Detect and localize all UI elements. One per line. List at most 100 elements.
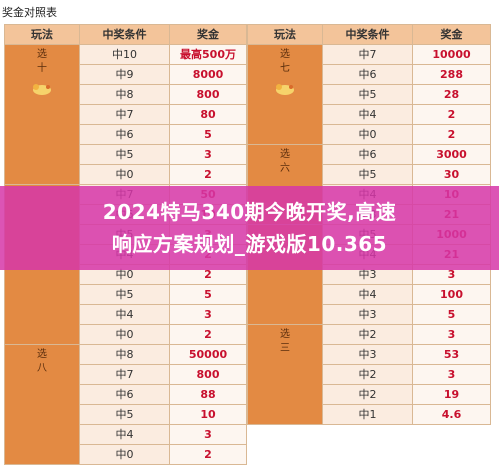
condition-cell: 中6 bbox=[322, 144, 413, 165]
page-title: 奖金对照表 bbox=[2, 6, 57, 19]
play-label: 选 三 bbox=[280, 329, 290, 354]
prize-cell: 800 bbox=[169, 364, 247, 385]
header-condition: 中奖条件 bbox=[79, 24, 170, 45]
condition-cell: 中6 bbox=[79, 124, 170, 145]
table-row: 中4 3 bbox=[5, 424, 247, 445]
table-row: 中0 2 bbox=[5, 444, 247, 465]
condition-cell: 中9 bbox=[79, 64, 170, 85]
prize-cell: 2 bbox=[412, 124, 491, 145]
play-label: 选 八 bbox=[37, 349, 47, 374]
prize-cell: 3 bbox=[169, 304, 247, 325]
condition-cell: 中5 bbox=[322, 84, 413, 105]
prize-cell: 3 bbox=[169, 144, 247, 165]
table-row: 中0 2 bbox=[248, 124, 491, 145]
prize-cell: 10000 bbox=[412, 44, 491, 65]
table-row: 中8 800 bbox=[5, 84, 247, 105]
table-row: 中9 8000 bbox=[5, 64, 247, 85]
play-cell: 选 八 bbox=[4, 344, 80, 465]
lucky-animal-icon bbox=[274, 82, 296, 96]
header-prize: 奖金 bbox=[169, 24, 247, 45]
prize-cell: 80 bbox=[169, 104, 247, 125]
condition-cell: 中7 bbox=[322, 44, 413, 65]
prize-cell: 8000 bbox=[169, 64, 247, 85]
condition-cell: 中6 bbox=[79, 384, 170, 405]
header-prize: 奖金 bbox=[412, 24, 491, 45]
play-label: 选 十 bbox=[37, 49, 47, 74]
prize-cell: 800 bbox=[169, 84, 247, 105]
prize-cell: 50000 bbox=[169, 344, 247, 365]
condition-cell: 中7 bbox=[79, 364, 170, 385]
header-play: 玩法 bbox=[247, 24, 323, 45]
prize-cell: 3 bbox=[412, 364, 491, 385]
prize-cell: 288 bbox=[412, 64, 491, 85]
table-row: 中5 5 bbox=[5, 284, 247, 305]
condition-cell: 中5 bbox=[322, 164, 413, 185]
condition-cell: 中4 bbox=[79, 304, 170, 325]
prize-cell: 53 bbox=[412, 344, 491, 365]
prize-cell: 5 bbox=[169, 124, 247, 145]
table-row: 选 八 中8 50000 bbox=[4, 344, 247, 465]
table-row: 中5 28 bbox=[248, 84, 491, 105]
table-row: 选 七 中7 10000 bbox=[247, 44, 491, 145]
table-row: 中0 2 bbox=[5, 164, 247, 185]
condition-cell: 中8 bbox=[79, 84, 170, 105]
play-cell: 选 十 bbox=[4, 44, 80, 185]
condition-cell: 中2 bbox=[322, 324, 413, 345]
prize-cell: 2 bbox=[412, 104, 491, 125]
overlay-banner: 2024特马340期今晚开奖,高速 响应方案规划_游戏版10.365 bbox=[0, 186, 499, 270]
condition-cell: 中4 bbox=[79, 424, 170, 445]
condition-cell: 中10 bbox=[79, 44, 170, 65]
table-row: 中5 30 bbox=[248, 164, 491, 185]
prize-cell: 4.6 bbox=[412, 404, 491, 425]
prize-cell: 5 bbox=[169, 284, 247, 305]
prize-cell: 2 bbox=[169, 164, 247, 185]
prize-cell: 2 bbox=[169, 444, 247, 465]
prize-cell: 3 bbox=[169, 424, 247, 445]
play-cell: 选 三 bbox=[247, 324, 323, 425]
prize-cell: 最高500万 bbox=[169, 44, 247, 65]
banner-line-1: 2024特马340期今晚开奖,高速 bbox=[102, 200, 397, 224]
prize-cell: 30 bbox=[412, 164, 491, 185]
condition-cell: 中5 bbox=[79, 144, 170, 165]
condition-cell: 中8 bbox=[79, 344, 170, 365]
condition-cell: 中0 bbox=[79, 164, 170, 185]
condition-cell: 中7 bbox=[79, 104, 170, 125]
prize-cell: 10 bbox=[169, 404, 247, 425]
condition-cell: 中1 bbox=[322, 404, 413, 425]
condition-cell: 中4 bbox=[322, 284, 413, 305]
prize-cell: 28 bbox=[412, 84, 491, 105]
header-condition: 中奖条件 bbox=[322, 24, 413, 45]
table-row: 中4 3 bbox=[5, 304, 247, 325]
header-play: 玩法 bbox=[4, 24, 80, 45]
prize-cell: 3000 bbox=[412, 144, 491, 165]
condition-cell: 中6 bbox=[322, 64, 413, 85]
condition-cell: 中4 bbox=[322, 104, 413, 125]
condition-cell: 中0 bbox=[79, 444, 170, 465]
condition-cell: 中0 bbox=[322, 124, 413, 145]
table-row: 选 三中2 3 bbox=[247, 324, 491, 425]
condition-cell: 中3 bbox=[322, 304, 413, 325]
condition-cell: 中2 bbox=[322, 384, 413, 405]
table-row: 中2 3 bbox=[248, 364, 491, 385]
play-label: 选 七 bbox=[280, 49, 290, 74]
condition-cell: 中0 bbox=[79, 324, 170, 345]
condition-cell: 中5 bbox=[79, 284, 170, 305]
lucky-animal-icon bbox=[31, 82, 53, 96]
table-row: 选 十 中10 最高500万 bbox=[4, 44, 247, 185]
table-row: 中2 19 bbox=[248, 384, 491, 405]
prize-cell: 88 bbox=[169, 384, 247, 405]
prize-cell: 19 bbox=[412, 384, 491, 405]
prize-cell: 5 bbox=[412, 304, 491, 325]
table-row: 中6 5 bbox=[5, 124, 247, 145]
play-label: 选 六 bbox=[280, 149, 290, 174]
play-cell: 选 七 bbox=[247, 44, 323, 145]
table-row: 中1 4.6 bbox=[248, 404, 491, 425]
prize-cell: 3 bbox=[412, 324, 491, 345]
prize-cell: 2 bbox=[169, 324, 247, 345]
condition-cell: 中5 bbox=[79, 404, 170, 425]
table-row: 选 六 中6 3000 bbox=[247, 144, 491, 225]
condition-cell: 中3 bbox=[322, 344, 413, 365]
banner-line-2: 响应方案规划_游戏版10.365 bbox=[111, 232, 388, 256]
